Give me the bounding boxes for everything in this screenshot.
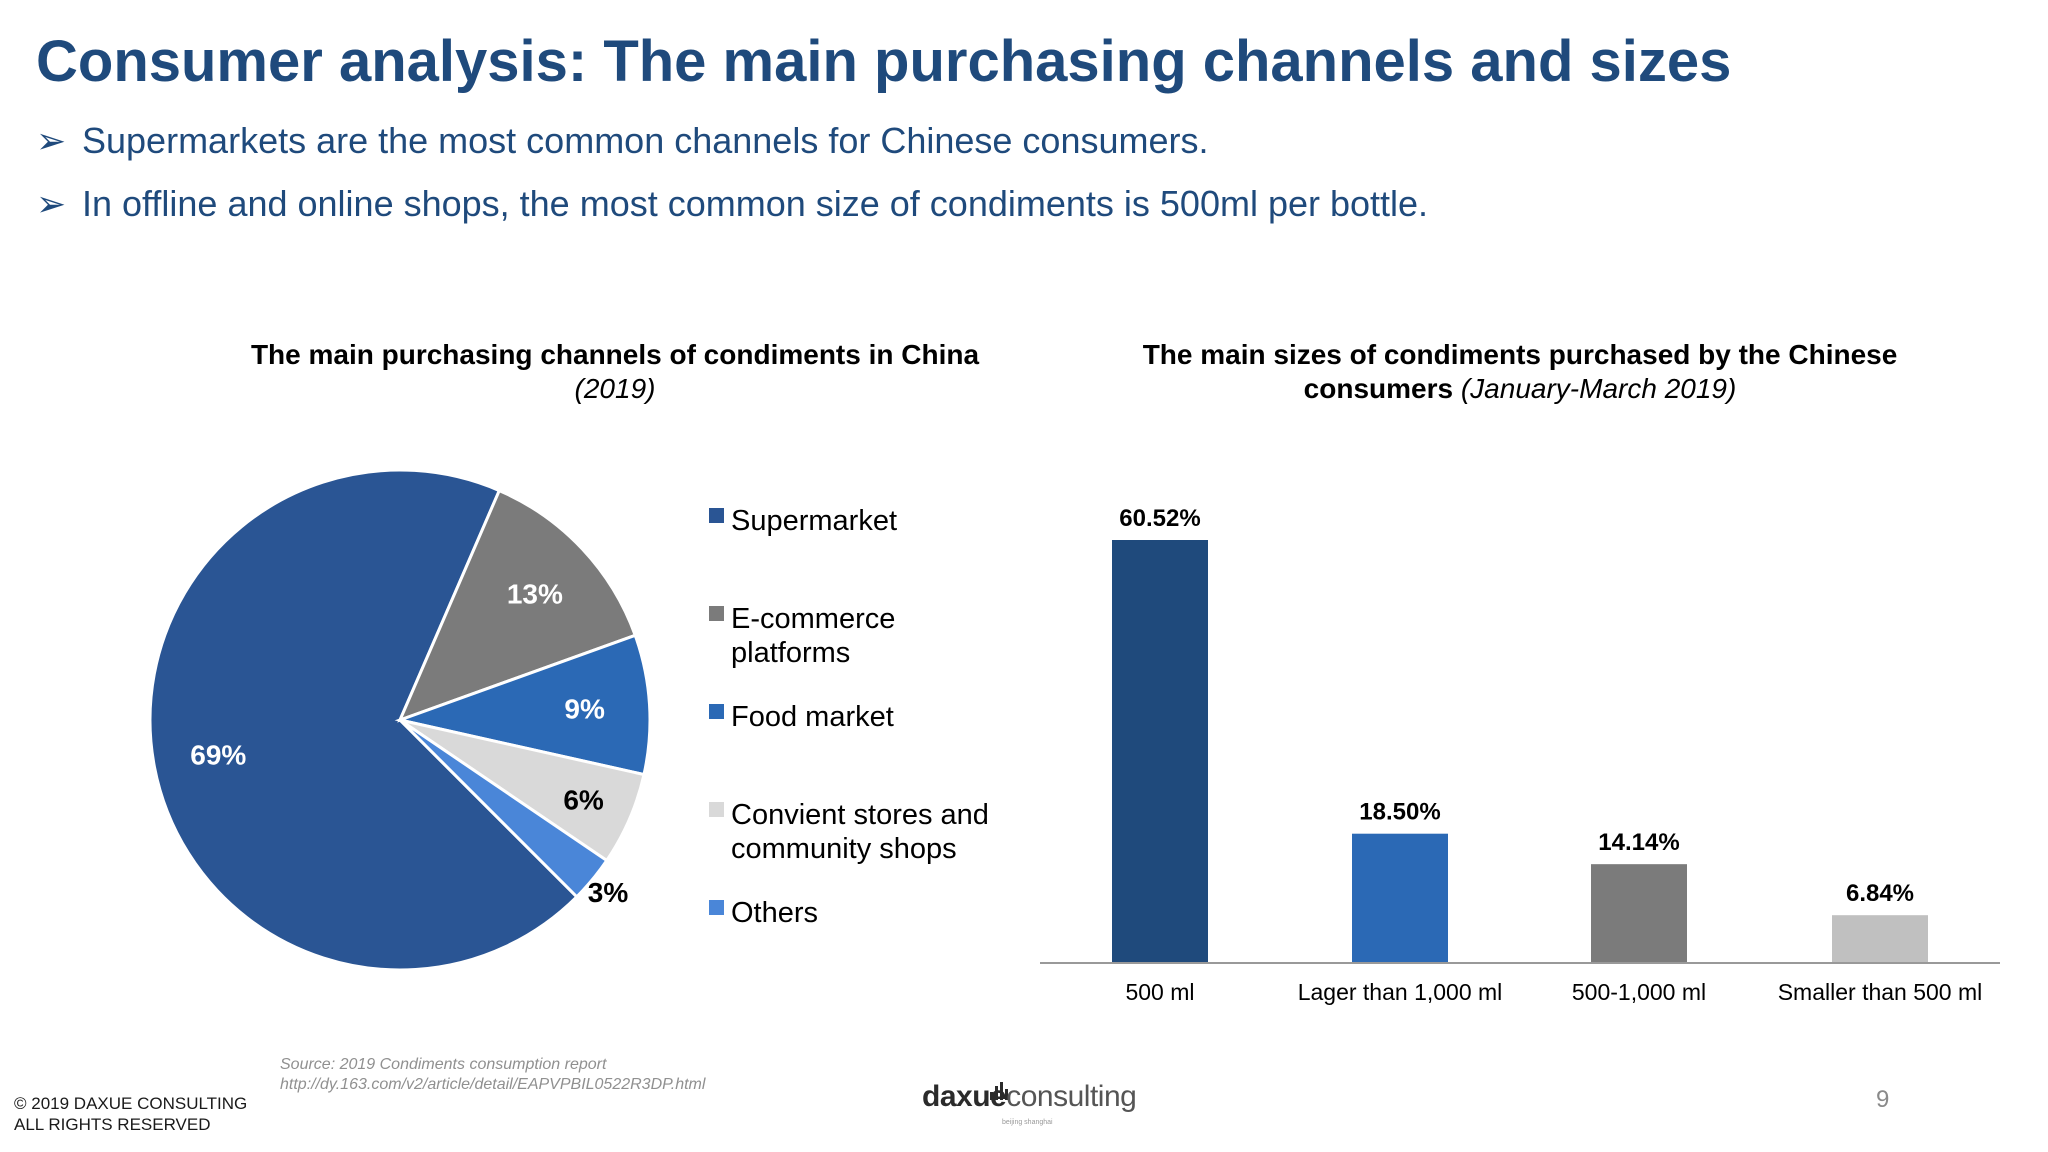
pie-slice xyxy=(398,718,609,899)
source-line: Source: 2019 Condiments consumption repo… xyxy=(280,1056,607,1073)
pie-chart-title: The main purchasing channels of condimen… xyxy=(190,338,1040,406)
slide-title: Consumer analysis: The main purchasing c… xyxy=(36,29,1732,94)
bullet-item: ➢ In offline and online shops, the most c… xyxy=(36,183,1428,225)
pie-slice xyxy=(148,468,579,972)
x-tick-label: 500-1,000 ml xyxy=(1572,979,1706,1005)
company-logo: daxueconsulting xyxy=(922,1080,1137,1114)
legend-swatch xyxy=(709,606,724,621)
logo-text-consulting: consulting xyxy=(1006,1080,1137,1113)
legend-swatch xyxy=(709,704,724,719)
x-tick-label: Smaller than 500 ml xyxy=(1778,979,1983,1005)
bar-value-label: 14.14% xyxy=(1598,829,1679,856)
pie-slice xyxy=(394,633,652,777)
bar-value-label: 60.52% xyxy=(1119,505,1200,532)
source-note: Source: 2019 Condiments consumption repo… xyxy=(280,1055,705,1095)
legend-label: Others xyxy=(731,897,818,929)
bullet-text: Supermarkets are the most common channel… xyxy=(82,120,1209,161)
arrow-bullet-icon: ➢ xyxy=(36,183,67,224)
bar xyxy=(1591,864,1687,963)
pie-data-label: 3% xyxy=(588,877,629,908)
legend-swatch xyxy=(709,508,724,523)
legend-label: Food market xyxy=(731,701,894,733)
pie-data-label: 69% xyxy=(190,740,246,771)
pie-title-text: The main purchasing channels of condimen… xyxy=(250,339,980,370)
legend-label: platforms xyxy=(731,637,850,669)
pie-data-label: 9% xyxy=(564,693,605,724)
bar xyxy=(1352,833,1448,963)
copyright: © 2019 DAXUE CONSULTING ALL RIGHTS RESER… xyxy=(14,1093,247,1135)
page-number: 9 xyxy=(1876,1086,1890,1113)
copyright-line: © 2019 DAXUE CONSULTING xyxy=(14,1094,248,1113)
bar-title-text: The main sizes of condiments purchased b… xyxy=(1142,339,1898,404)
pie-data-label: 13% xyxy=(507,578,563,609)
legend-label: Convient stores and xyxy=(731,799,989,831)
logo-subtext: beijing shanghai xyxy=(1002,1119,1053,1126)
bar xyxy=(1832,915,1928,963)
source-url: http://dy.163.com/v2/article/detail/EAPV… xyxy=(280,1076,706,1093)
pie-data-label: 6% xyxy=(563,784,604,815)
x-tick-label: Lager than 1,000 ml xyxy=(1298,979,1503,1005)
bar-value-label: 6.84% xyxy=(1846,880,1914,907)
legend-label: Supermarket xyxy=(731,505,897,537)
pie-slice xyxy=(397,488,638,723)
bullet-text: In offline and online shops, the most co… xyxy=(82,183,1429,224)
legend-swatch xyxy=(709,900,724,915)
logo-bars-icon xyxy=(990,1082,1008,1100)
pie-subtitle-text: (2019) xyxy=(574,373,656,404)
bar-value-label: 18.50% xyxy=(1359,799,1440,826)
bar-chart-title: The main sizes of condiments purchased b… xyxy=(1090,338,1950,406)
bullet-item: ➢ Supermarkets are the most common channe… xyxy=(36,120,1209,162)
arrow-bullet-icon: ➢ xyxy=(36,120,67,161)
x-tick-label: 500 ml xyxy=(1125,979,1194,1005)
legend-label: E-commerce xyxy=(731,603,895,635)
rights-line: ALL RIGHTS RESERVED xyxy=(14,1115,211,1134)
bar-subtitle-text: (January-March 2019) xyxy=(1460,373,1737,404)
logo-text-daxue: daxue xyxy=(922,1080,1007,1113)
legend-swatch xyxy=(709,802,724,817)
legend-label: community shops xyxy=(731,833,957,865)
bar xyxy=(1112,540,1208,963)
